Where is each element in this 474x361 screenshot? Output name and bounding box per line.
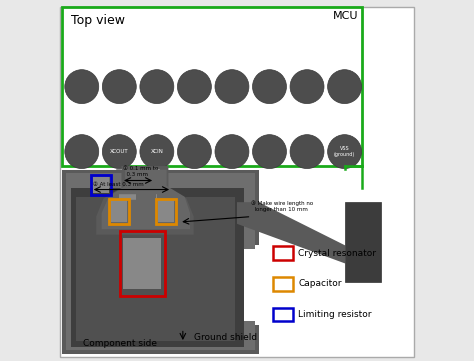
Polygon shape	[96, 166, 194, 235]
Text: Top view: Top view	[71, 14, 125, 27]
Circle shape	[328, 135, 362, 169]
Circle shape	[290, 70, 324, 104]
Circle shape	[65, 70, 99, 104]
Circle shape	[65, 135, 99, 169]
Text: Crystal resonator: Crystal resonator	[298, 249, 376, 257]
Bar	[119, 231, 165, 296]
Bar	[62, 7, 362, 166]
Text: ③ Make wire length no
  longer than 10 mm: ③ Make wire length no longer than 10 mm	[251, 201, 314, 212]
Text: VSS
(ground): VSS (ground)	[334, 146, 355, 157]
Bar	[273, 277, 293, 291]
Circle shape	[215, 135, 249, 169]
Text: XCOUT: XCOUT	[110, 149, 128, 154]
Bar	[157, 200, 174, 222]
Text: MCU: MCU	[333, 11, 358, 21]
Bar	[91, 175, 110, 195]
Circle shape	[102, 135, 137, 169]
Polygon shape	[101, 170, 190, 229]
Circle shape	[140, 135, 174, 169]
Polygon shape	[62, 170, 259, 354]
Circle shape	[177, 70, 211, 104]
Circle shape	[215, 70, 249, 104]
Circle shape	[253, 135, 286, 169]
Text: Limiting resistor: Limiting resistor	[298, 310, 372, 319]
Circle shape	[177, 135, 211, 169]
Bar	[273, 246, 293, 260]
Bar	[71, 188, 244, 347]
Bar	[109, 199, 129, 224]
Bar	[273, 308, 293, 321]
Bar	[110, 200, 127, 222]
Circle shape	[253, 70, 286, 104]
Circle shape	[102, 70, 137, 104]
Text: Ground shield: Ground shield	[194, 333, 257, 342]
Circle shape	[290, 135, 324, 169]
Circle shape	[328, 70, 362, 104]
Text: Component side: Component side	[82, 339, 157, 348]
Bar	[345, 202, 382, 282]
Text: ② At least 0.3 mm: ② At least 0.3 mm	[92, 182, 143, 187]
Bar	[92, 177, 109, 193]
Text: ① 0.1 mm to
  0.3 mm: ① 0.1 mm to 0.3 mm	[123, 166, 158, 177]
Text: Capacitor: Capacitor	[298, 279, 342, 288]
Bar	[123, 238, 161, 289]
Bar	[76, 197, 235, 341]
Bar	[156, 199, 176, 224]
Polygon shape	[65, 173, 255, 350]
Polygon shape	[237, 202, 345, 264]
Text: XCIN: XCIN	[150, 149, 164, 154]
Circle shape	[140, 70, 174, 104]
